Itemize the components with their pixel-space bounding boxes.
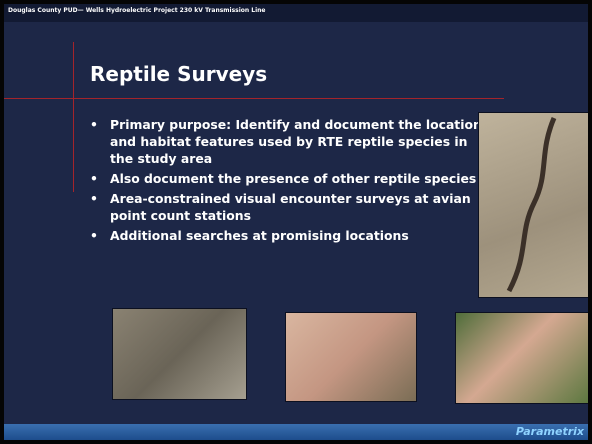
- footer-logo: Parametrix: [515, 425, 584, 438]
- bullet: Additional searches at promising locatio…: [88, 227, 483, 244]
- rule-vertical: [73, 42, 74, 192]
- photo-rocks: [112, 308, 247, 400]
- bullet: Also document the presence of other rept…: [88, 170, 483, 187]
- photo-hand: [285, 312, 417, 402]
- header: Douglas County PUD— Wells Hydroelectric …: [8, 7, 266, 14]
- top-bar: [4, 4, 588, 22]
- snake-sketch: [506, 117, 557, 293]
- title: Reptile Surveys: [90, 62, 268, 86]
- bullet-list: Primary purpose: Identify and document t…: [88, 116, 483, 247]
- bullet: Primary purpose: Identify and document t…: [88, 116, 483, 167]
- rule-horizontal: [4, 98, 504, 99]
- bullet: Area-constrained visual encounter survey…: [88, 190, 483, 224]
- footer-bar: [4, 424, 588, 440]
- photo-snake: [478, 112, 588, 298]
- photo-hand-snake: [455, 312, 588, 404]
